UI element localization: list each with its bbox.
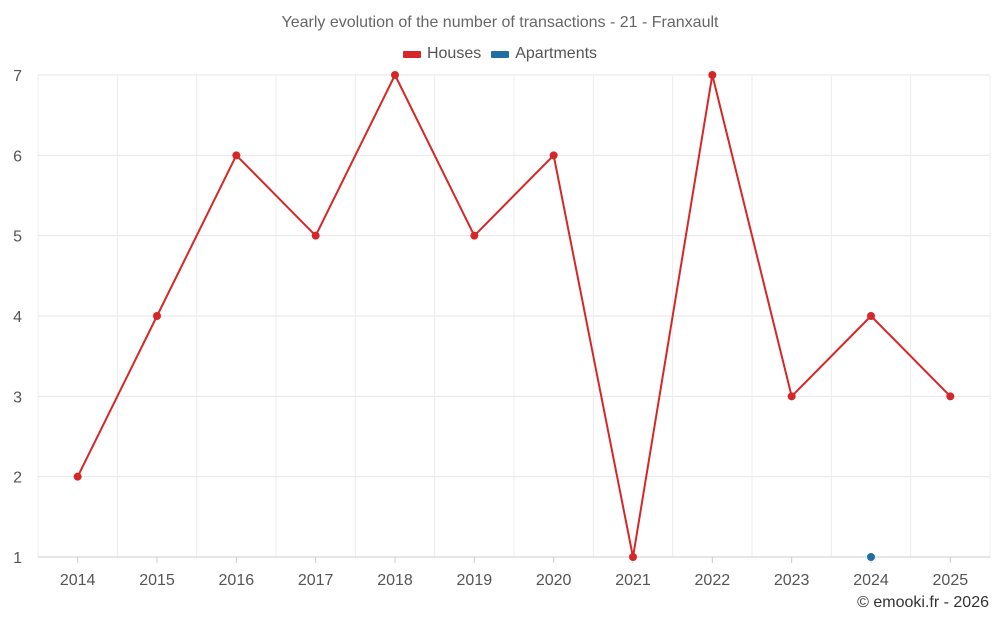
y-tick-label: 4: [13, 309, 22, 326]
copyright-text: © emooki.fr - 2026: [857, 594, 989, 611]
x-tick-label: 2017: [298, 572, 334, 589]
data-point-houses[interactable]: [470, 231, 479, 240]
data-point-houses[interactable]: [787, 392, 796, 401]
x-tick-label: 2020: [536, 572, 572, 589]
y-tick-label: 3: [13, 389, 22, 406]
y-tick-label: 1: [13, 550, 22, 567]
series-line-houses: [76, 74, 952, 558]
x-tick-label: 2023: [774, 572, 810, 589]
legend-swatch-apartments: [491, 50, 510, 58]
y-tick-label: 5: [13, 229, 22, 246]
legend-label-apartments: Apartments: [515, 45, 598, 62]
data-point-houses[interactable]: [549, 151, 558, 160]
data-point-houses[interactable]: [73, 472, 82, 481]
data-point-houses[interactable]: [311, 231, 320, 240]
chart-title: Yearly evolution of the number of transa…: [281, 14, 719, 31]
grid: [37, 74, 991, 557]
x-tick-label: 2018: [377, 572, 413, 589]
x-tick-label: 2025: [933, 572, 969, 589]
data-point-houses[interactable]: [708, 71, 717, 79]
legend-swatch-houses: [402, 50, 421, 58]
legend: Houses Apartments: [0, 45, 1000, 63]
x-tick-label: 2015: [139, 572, 175, 589]
axes: 1 2 3 4 5 6 7 2014 2015 2016 2017 2018 2019 2020 2021 2…: [13, 68, 990, 589]
data-point-apartments[interactable]: [867, 553, 875, 561]
legend-item-houses[interactable]: Houses: [402, 45, 482, 63]
x-tick-label: 2022: [695, 572, 731, 589]
y-tick-label: 6: [13, 148, 22, 165]
data-point-houses[interactable]: [232, 151, 241, 160]
y-tick-label: 2: [13, 470, 22, 487]
data-point-houses[interactable]: [867, 312, 875, 320]
legend-label-houses: Houses: [426, 45, 482, 62]
data-point-houses[interactable]: [629, 553, 637, 561]
data-point-houses[interactable]: [391, 71, 399, 79]
series: [73, 71, 955, 561]
x-tick-label: 2016: [219, 572, 255, 589]
x-tick-label: 2024: [853, 572, 889, 589]
x-tick-label: 2021: [615, 572, 651, 589]
y-tick-label: 7: [13, 68, 22, 85]
legend-item-apartments[interactable]: Apartments: [491, 45, 597, 63]
x-tick-label: 2019: [457, 572, 493, 589]
data-point-houses[interactable]: [946, 392, 955, 401]
x-tick-label: 2014: [60, 572, 96, 589]
data-point-houses[interactable]: [153, 312, 161, 320]
